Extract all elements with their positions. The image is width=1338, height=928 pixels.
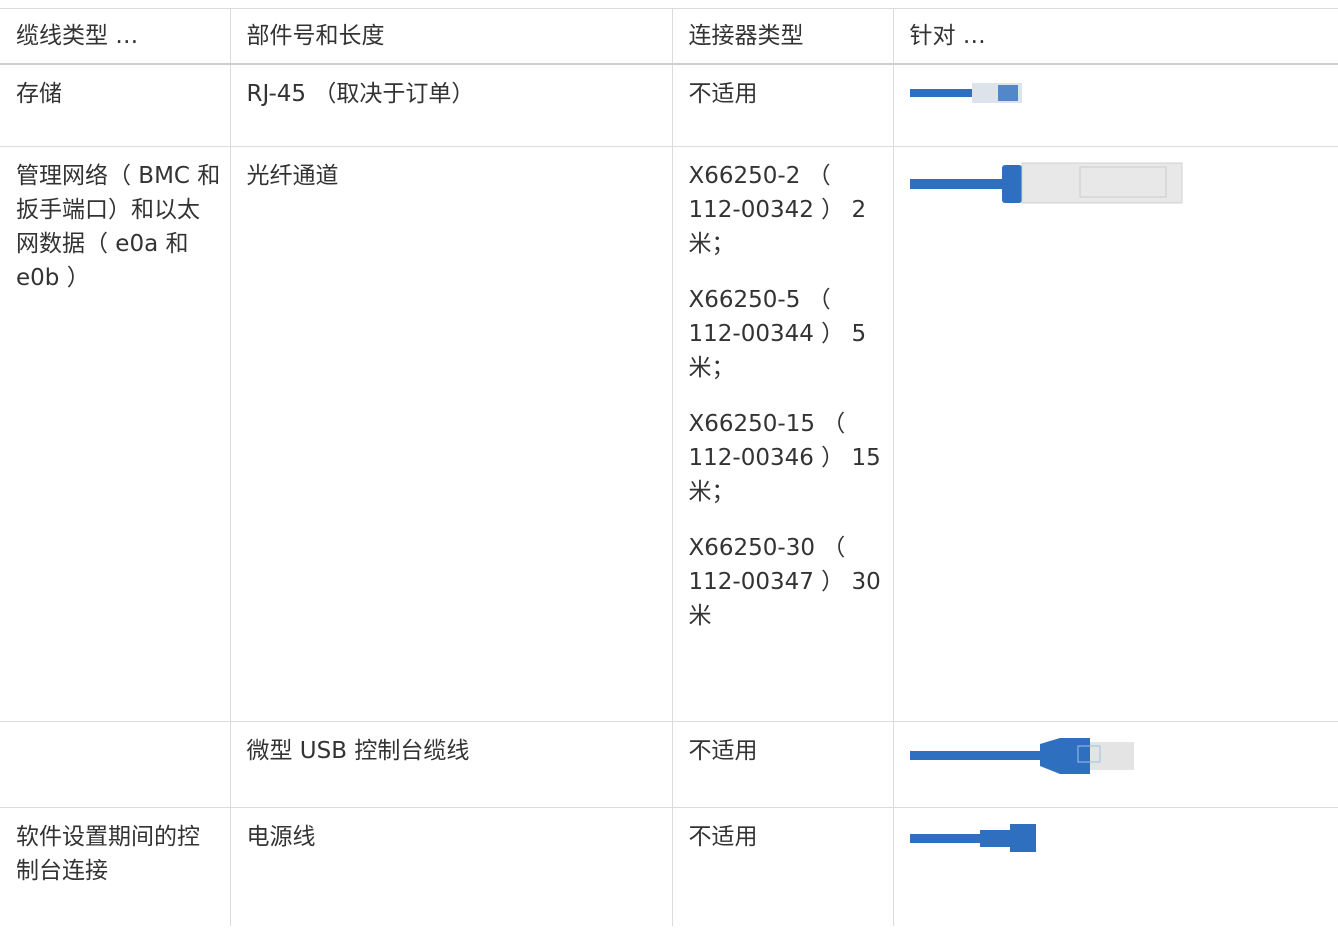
cell: 不适用	[671, 720, 894, 808]
row: 软件设置期间的控制台连接 电源线 不适用	[0, 806, 1338, 926]
body: {"table":{"header":["缆线类型 …","部件号和长度","连…	[0, 8, 1338, 928]
cell: 电源线	[229, 806, 673, 926]
header-row: 缆线类型 … 部件号和长度 连接器类型 针对 …	[0, 8, 1338, 65]
header-cell: 缆线类型 …	[0, 8, 231, 65]
cell	[892, 806, 1338, 926]
cell: 光纤通道	[229, 145, 673, 722]
row: 管理网络（ BMC 和扳手端口）和以太网数据（ e0a 和 e0b ） 光纤通道…	[0, 145, 1338, 722]
part-number: X66250-30 （ 112-00347 ） 30 米	[688, 534, 881, 629]
cell: RJ-45 （取决于订单）	[229, 63, 673, 147]
cell	[892, 145, 1338, 722]
row: 微型 USB 控制台缆线 不适用	[0, 720, 1338, 808]
header-cell: 部件号和长度	[229, 8, 673, 65]
part-number: X66250-15 （ 112-00346 ） 15 米；	[688, 410, 881, 505]
cell: 不适用	[671, 806, 894, 926]
cell	[892, 720, 1338, 808]
header-cell: 针对 …	[892, 8, 1338, 65]
cell: 存储	[0, 63, 231, 147]
rj45-cable-image	[909, 83, 1022, 103]
cell: 微型 USB 控制台缆线	[229, 720, 673, 808]
cell	[892, 63, 1338, 147]
cell: 软件设置期间的控制台连接	[0, 806, 231, 926]
part-number: X66250-2 （ 112-00342 ） 2 米；	[688, 162, 867, 257]
power-cable-image	[909, 823, 1036, 852]
fc-cable-image	[909, 162, 1182, 203]
cell	[0, 720, 231, 808]
cell: 不适用	[671, 63, 894, 147]
part-number: X66250-5 （ 112-00344 ） 5 米；	[688, 286, 867, 381]
header-cell: 连接器类型	[671, 8, 894, 65]
cable-table: 缆线类型 … 部件号和长度 连接器类型 针对 … 存储 RJ-45 （取决于订单…	[0, 8, 1338, 926]
usb-cable-image	[909, 737, 1134, 774]
cell: X66250-2 （ 112-00342 ） 2 米； X66250-5 （ 1…	[671, 145, 894, 722]
cell: 管理网络（ BMC 和扳手端口）和以太网数据（ e0a 和 e0b ）	[0, 145, 231, 722]
row: 存储 RJ-45 （取决于订单） 不适用	[0, 63, 1338, 147]
